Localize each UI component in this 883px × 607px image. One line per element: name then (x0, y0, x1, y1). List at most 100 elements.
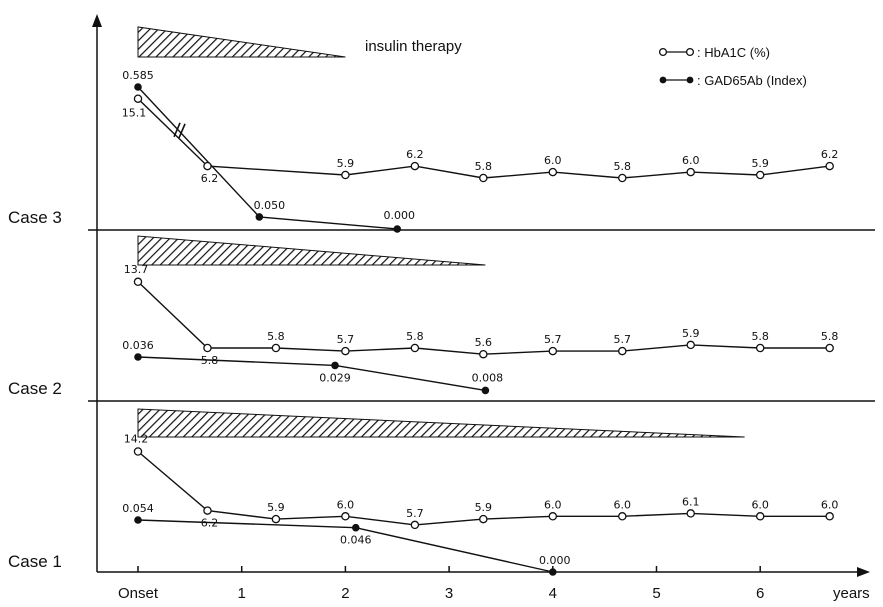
gad65ab-label: 0.046 (340, 534, 372, 547)
case-label-1: Case 1 (8, 552, 62, 571)
gad65ab-label: 0.008 (472, 371, 504, 384)
x-axis-arrow (857, 567, 870, 577)
legend-open-marker-b (685, 47, 695, 57)
x-tick-label: 6 (756, 585, 764, 602)
hba1c-label: 5.8 (201, 354, 219, 367)
hba1c-point (479, 173, 488, 183)
insulin-therapy-wedge (137, 235, 486, 266)
therapy-label: insulin therapy (365, 38, 462, 55)
hba1c-label: 5.7 (406, 507, 424, 520)
hba1c-label: 5.8 (267, 330, 285, 343)
hba1c-point (686, 509, 695, 518)
plot-area: 15.1 6.2 5.9 6.2 5.8 6.0 5.8 6.0 5.9 6.2 0.585 0.05… (122, 26, 839, 576)
legend-label-gad65ab: : GAD65Ab (Index) (697, 73, 807, 88)
legend-filled-marker-a (659, 76, 667, 84)
gad65ab-label: 0.036 (122, 339, 154, 352)
gad65ab-point (393, 225, 402, 233)
hba1c-label: 5.9 (475, 501, 493, 514)
hba1c-point (410, 343, 420, 353)
gad65ab-label: 0.054 (122, 502, 154, 515)
gad65ab-point (331, 361, 339, 370)
gad65ab-label: 0.050 (254, 199, 286, 212)
hba1c-label: 15.1 (122, 107, 147, 120)
gad65ab-label: 0.585 (122, 69, 154, 82)
axis-break-mark (178, 123, 186, 139)
hba1c-label: 6.0 (821, 498, 839, 511)
hba1c-label: 5.7 (614, 333, 632, 346)
hba1c-point (548, 167, 558, 177)
insulin-therapy-wedge (137, 26, 346, 58)
hba1c-label: 5.8 (475, 160, 493, 173)
hba1c-label: 5.8 (406, 330, 424, 343)
panel-case-3: 15.1 6.2 5.9 6.2 5.8 6.0 5.8 6.0 5.9 6.2 0.585 0.05… (122, 26, 839, 233)
hba1c-label: 6.0 (682, 154, 700, 167)
gad65ab-line (137, 356, 486, 392)
hba1c-point (618, 512, 627, 521)
hba1c-label: 6.2 (821, 148, 839, 161)
gad65ab-point (255, 213, 264, 221)
hba1c-label: 5.9 (682, 327, 700, 340)
gad65ab-label: 0.000 (539, 554, 571, 567)
panel-case-1: 14.2 6.2 5.9 6.0 5.7 5.9 6.0 6.0 6.1 6.0 6.0 0.054 0… (122, 408, 839, 576)
hba1c-point (686, 340, 695, 350)
hba1c-label: 5.7 (337, 333, 355, 346)
hba1c-label: 5.9 (337, 157, 355, 170)
hba1c-label: 5.7 (544, 333, 562, 346)
hba1c-point (686, 167, 695, 177)
axis-break-mark (173, 122, 181, 138)
hba1c-label: 5.9 (267, 501, 285, 514)
hba1c-point (133, 277, 143, 287)
hba1c-point (203, 343, 212, 353)
hba1c-label: 5.6 (475, 336, 493, 349)
hba1c-point (618, 173, 627, 183)
hba1c-point (341, 346, 350, 356)
gad65ab-point (134, 353, 142, 361)
hba1c-label: 14.2 (124, 432, 149, 445)
hba1c-label: 6.0 (751, 498, 769, 511)
hba1c-point (755, 343, 765, 353)
hba1c-point (271, 514, 281, 524)
hba1c-point (341, 170, 350, 180)
hba1c-point (203, 506, 212, 515)
x-tick-label: 4 (549, 585, 557, 602)
hba1c-label: 5.8 (821, 330, 839, 343)
hba1c-label: 6.0 (544, 154, 562, 167)
hba1c-label: 6.0 (544, 498, 562, 511)
hba1c-line (137, 98, 830, 179)
gad65ab-point (134, 516, 142, 524)
hba1c-point (133, 94, 143, 103)
hba1c-point (133, 447, 143, 456)
x-tick-label: Onset (118, 585, 159, 602)
hba1c-point (825, 512, 834, 521)
hba1c-point (410, 161, 420, 171)
legend: : HbA1C (%) : GAD65Ab (Index) (658, 45, 807, 88)
panel-case-2: 13.7 5.8 5.8 5.7 5.8 5.6 5.7 5.7 5.9 5.8 5.8 0.036 0… (122, 235, 839, 395)
hba1c-point (548, 346, 558, 356)
hba1c-label: 6.2 (406, 148, 424, 161)
hba1c-label: 6.2 (201, 172, 219, 185)
y-axis-arrow (92, 14, 102, 27)
gad65ab-point (134, 83, 142, 91)
gad65ab-point (481, 386, 490, 395)
gad65ab-point (351, 523, 360, 532)
hba1c-label: 13.7 (124, 263, 149, 276)
hba1c-label: 6.2 (201, 517, 219, 530)
gad65ab-point (549, 568, 557, 576)
hba1c-label: 5.9 (751, 157, 769, 170)
hba1c-point (548, 512, 558, 521)
gad65ab-label: 0.000 (384, 209, 416, 222)
hba1c-point (203, 161, 212, 171)
x-tick-label: 3 (445, 585, 453, 602)
insulin-therapy-wedge (137, 408, 745, 438)
case-label-3: Case 3 (8, 208, 62, 227)
hba1c-label: 5.8 (751, 330, 769, 343)
hba1c-point (755, 512, 765, 521)
x-tick-label: 5 (652, 585, 660, 602)
hba1c-label: 6.0 (337, 498, 355, 511)
hba1c-point (825, 343, 834, 353)
hba1c-point (271, 343, 281, 353)
hba1c-point (825, 161, 834, 171)
case-label-2: Case 2 (8, 379, 62, 398)
hba1c-point (479, 349, 488, 359)
